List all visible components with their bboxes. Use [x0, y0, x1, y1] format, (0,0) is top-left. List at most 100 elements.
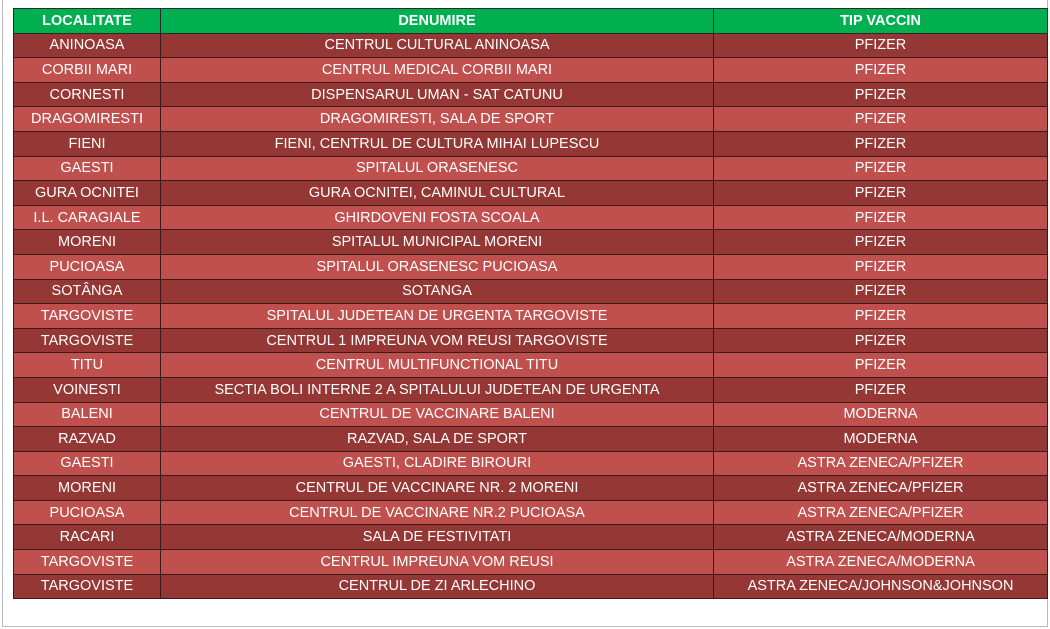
table-cell: SPITALUL ORASENESC PUCIOASA	[160, 253, 714, 280]
table-cell: TARGOVISTE	[13, 327, 161, 354]
table-row: CORNESTI DISPENSARUL UMAN - SAT CATUNU PFI…	[13, 81, 1048, 108]
vaccination-table: LOCALITATE DENUMIRE TIP VACCIN ANINOASA C…	[13, 8, 1048, 600]
header-cell: LOCALITATE	[13, 8, 161, 34]
table-row: TARGOVISTE SPITALUL JUDETEAN DE URGENTA T…	[13, 303, 1048, 329]
table-row: RAZVAD RAZVAD, SALA DE SPORT MODERNA	[13, 426, 1048, 452]
table-cell: GHIRDOVENI FOSTA SCOALA	[160, 204, 714, 231]
table-row: FIENI FIENI, CENTRUL DE CULTURA MIHAI LUP…	[13, 130, 1048, 157]
table-cell: PFIZER	[713, 352, 1048, 378]
table-cell: ASTRA ZENECA/PFIZER	[713, 475, 1048, 501]
table-row: MORENI CENTRUL DE VACCINARE NR. 2 MORENI A…	[13, 475, 1048, 501]
table-cell: TITU	[13, 352, 161, 378]
table-cell: MORENI	[13, 475, 161, 501]
table-cell: RAZVAD, SALA DE SPORT	[160, 426, 714, 452]
table-cell: CORNESTI	[13, 81, 161, 108]
table-cell: DRAGOMIRESTI	[13, 106, 161, 132]
header-cell: TIP VACCIN	[713, 8, 1048, 34]
table-cell: PFIZER	[713, 32, 1048, 59]
table-cell: CENTRUL DE VACCINARE NR.2 PUCIOASA	[160, 499, 714, 526]
table-row: SOTÂNGA SOTANGA PFIZER	[13, 278, 1048, 305]
table-row: TARGOVISTE CENTRUL DE ZI ARLECHINO ASTRA Z…	[13, 573, 1048, 600]
table-cell: DRAGOMIRESTI, SALA DE SPORT	[160, 106, 714, 132]
table-row: TARGOVISTE CENTRUL IMPREUNA VOM REUSI ASTR…	[13, 549, 1048, 575]
table-cell: SPITALUL ORASENESC	[160, 155, 714, 182]
table-cell: PFIZER	[713, 155, 1048, 182]
table-cell: SPITALUL JUDETEAN DE URGENTA TARGOVISTE	[160, 303, 714, 329]
table-cell: ANINOASA	[13, 32, 161, 59]
table-cell: CENTRUL DE ZI ARLECHINO	[160, 573, 714, 600]
table-cell: FIENI	[13, 130, 161, 157]
table-cell: ASTRA ZENECA/JOHNSON&JOHNSON	[713, 573, 1048, 600]
table-cell: PFIZER	[713, 106, 1048, 132]
table-cell: MORENI	[13, 229, 161, 255]
table-row: TARGOVISTE CENTRUL 1 IMPREUNA VOM REUSI T…	[13, 327, 1048, 354]
table-cell: TARGOVISTE	[13, 549, 161, 575]
table-cell: GURA OCNITEI	[13, 180, 161, 206]
table-row: GURA OCNITEI GURA OCNITEI, CAMINUL CULTUR…	[13, 180, 1048, 206]
table-cell: CENTRUL 1 IMPREUNA VOM REUSI TARGOVISTE	[160, 327, 714, 354]
table-cell: CENTRUL MEDICAL CORBII MARI	[160, 57, 714, 83]
table-cell: BALENI	[13, 401, 161, 428]
table-cell: VOINESTI	[13, 376, 161, 403]
table-row: MORENI SPITALUL MUNICIPAL MORENI PFIZER	[13, 229, 1048, 255]
table-row: VOINESTI SECTIA BOLI INTERNE 2 A SPITALUL…	[13, 376, 1048, 403]
table-cell: CENTRUL IMPREUNA VOM REUSI	[160, 549, 714, 575]
table-cell: PFIZER	[713, 229, 1048, 255]
table-row: ANINOASA CENTRUL CULTURAL ANINOASA PFIZER	[13, 32, 1048, 59]
table-cell: GAESTI, CLADIRE BIROURI	[160, 450, 714, 477]
table-cell: RACARI	[13, 524, 161, 551]
table-cell: PFIZER	[713, 327, 1048, 354]
table-cell: ASTRA ZENECA/MODERNA	[713, 549, 1048, 575]
table-cell: TARGOVISTE	[13, 573, 161, 600]
table-cell: SECTIA BOLI INTERNE 2 A SPITALULUI JUDET…	[160, 376, 714, 403]
table-cell: PFIZER	[713, 253, 1048, 280]
table-cell: GAESTI	[13, 155, 161, 182]
table-cell: PUCIOASA	[13, 499, 161, 526]
header-row: LOCALITATE DENUMIRE TIP VACCIN	[13, 8, 1048, 34]
table-row: PUCIOASA CENTRUL DE VACCINARE NR.2 PUCIOA…	[13, 499, 1048, 526]
table-row: GAESTI GAESTI, CLADIRE BIROURI ASTRA ZENEC…	[13, 450, 1048, 477]
table-cell: SOTANGA	[160, 278, 714, 305]
table-cell: PFIZER	[713, 81, 1048, 108]
table-cell: GAESTI	[13, 450, 161, 477]
table-cell: ASTRA ZENECA/PFIZER	[713, 450, 1048, 477]
table-row: CORBII MARI CENTRUL MEDICAL CORBII MARI PF…	[13, 57, 1048, 83]
table-cell: CENTRUL DE VACCINARE BALENI	[160, 401, 714, 428]
table-row: RACARI SALA DE FESTIVITATI ASTRA ZENECA/MO…	[13, 524, 1048, 551]
table-cell: MODERNA	[713, 426, 1048, 452]
table-row: DRAGOMIRESTI DRAGOMIRESTI, SALA DE SPORT P…	[13, 106, 1048, 132]
table-body: ANINOASA CENTRUL CULTURAL ANINOASA PFIZER C…	[13, 32, 1048, 600]
table-row: GAESTI SPITALUL ORASENESC PFIZER	[13, 155, 1048, 182]
table-cell: PUCIOASA	[13, 253, 161, 280]
table-cell: RAZVAD	[13, 426, 161, 452]
table-cell: PFIZER	[713, 180, 1048, 206]
table-cell: SALA DE FESTIVITATI	[160, 524, 714, 551]
table-cell: PFIZER	[713, 376, 1048, 403]
table-cell: I.L. CARAGIALE	[13, 204, 161, 231]
table-cell: MODERNA	[713, 401, 1048, 428]
table-cell: CENTRUL MULTIFUNCTIONAL TITU	[160, 352, 714, 378]
table-row: BALENI CENTRUL DE VACCINARE BALENI MODERNA	[13, 401, 1048, 428]
table-row: PUCIOASA SPITALUL ORASENESC PUCIOASA PFIZE…	[13, 253, 1048, 280]
table-cell: GURA OCNITEI, CAMINUL CULTURAL	[160, 180, 714, 206]
table-cell: SPITALUL MUNICIPAL MORENI	[160, 229, 714, 255]
table-cell: PFIZER	[713, 204, 1048, 231]
table-row: I.L. CARAGIALE GHIRDOVENI FOSTA SCOALA PFI…	[13, 204, 1048, 231]
table-row: TITU CENTRUL MULTIFUNCTIONAL TITU PFIZER	[13, 352, 1048, 378]
table-cell: DISPENSARUL UMAN - SAT CATUNU	[160, 81, 714, 108]
table-cell: PFIZER	[713, 278, 1048, 305]
header-cell: DENUMIRE	[160, 8, 714, 34]
table-cell: FIENI, CENTRUL DE CULTURA MIHAI LUPESCU	[160, 130, 714, 157]
table-cell: ASTRA ZENECA/PFIZER	[713, 499, 1048, 526]
table-cell: CENTRUL CULTURAL ANINOASA	[160, 32, 714, 59]
table-cell: CORBII MARI	[13, 57, 161, 83]
table-cell: PFIZER	[713, 57, 1048, 83]
table-cell: TARGOVISTE	[13, 303, 161, 329]
table-cell: PFIZER	[713, 130, 1048, 157]
table-header: LOCALITATE DENUMIRE TIP VACCIN	[13, 8, 1048, 34]
table-cell: CENTRUL DE VACCINARE NR. 2 MORENI	[160, 475, 714, 501]
table-cell: ASTRA ZENECA/MODERNA	[713, 524, 1048, 551]
table-cell: PFIZER	[713, 303, 1048, 329]
